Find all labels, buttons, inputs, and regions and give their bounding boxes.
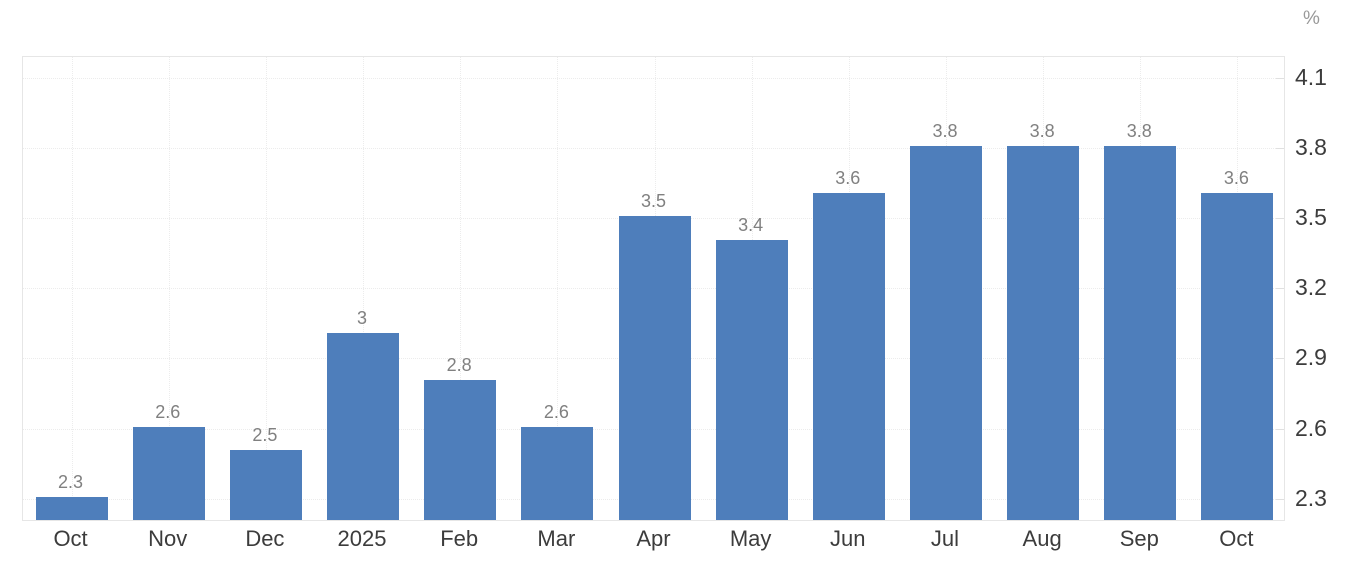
y-axis-tick-label: 2.3	[1295, 484, 1327, 511]
bar[interactable]	[35, 496, 108, 520]
x-axis-tick-label: Oct	[53, 526, 88, 551]
x-axis-tick-label: Oct	[1219, 526, 1254, 551]
x-axis-tick-label: Feb	[440, 526, 479, 551]
bar[interactable]	[1104, 146, 1177, 520]
x-axis-tick-label: Jul	[930, 526, 960, 551]
y-axis-tick-mark	[1276, 498, 1284, 500]
x-axis-tick-label: Aug	[1022, 526, 1062, 551]
bar[interactable]	[132, 426, 205, 520]
x-axis-tick-label: May	[729, 526, 772, 551]
bar-value-label: 3.8	[932, 121, 958, 142]
bar-value-label: 3.6	[1223, 167, 1249, 188]
bar[interactable]	[1007, 146, 1080, 520]
y-axis-tick-label: 3.5	[1295, 204, 1327, 231]
y-axis-tick-label: 2.6	[1295, 414, 1327, 441]
y-axis-tick-mark	[1276, 428, 1284, 430]
y-axis-tick-mark	[1276, 78, 1284, 80]
bar-value-label: 3.5	[640, 191, 667, 212]
bar[interactable]	[327, 333, 400, 520]
bar-value-label: 3.4	[738, 214, 764, 235]
y-axis-tick-mark	[1276, 218, 1284, 220]
y-axis-tick-label: 2.9	[1295, 344, 1327, 371]
bar[interactable]	[521, 426, 594, 520]
bar[interactable]	[909, 146, 982, 520]
bar-value-label: 3.8	[1126, 121, 1152, 142]
bar[interactable]	[812, 192, 885, 520]
gridline-vertical	[363, 57, 365, 520]
gridline-vertical	[460, 57, 462, 520]
y-axis-tick-mark	[1276, 148, 1284, 150]
bar-value-label: 2.8	[446, 354, 472, 375]
gridline-vertical	[71, 57, 73, 520]
y-axis-tick-mark	[1276, 358, 1284, 360]
gridline-horizontal	[23, 78, 1284, 80]
x-axis-tick-label: Nov	[148, 526, 188, 551]
bar-value-label: 3	[357, 308, 368, 329]
bar-value-label: 2.6	[155, 401, 181, 422]
x-axis-tick-label: Mar	[537, 526, 576, 551]
bar[interactable]	[424, 379, 497, 520]
y-axis-tick-mark	[1276, 288, 1284, 290]
bar-value-label: 2.5	[252, 424, 278, 445]
y-axis-tick-label: 4.1	[1295, 64, 1327, 91]
bar-value-label: 2.6	[543, 401, 569, 422]
gridline-horizontal	[23, 148, 1284, 150]
bar-value-label: 3.6	[835, 167, 861, 188]
bar-value-label: 2.3	[58, 471, 84, 492]
x-axis-tick-label: Sep	[1119, 526, 1159, 551]
bar[interactable]	[715, 239, 788, 520]
gridline-vertical	[265, 57, 267, 520]
y-axis-tick-label: 3.8	[1295, 134, 1327, 161]
plot-area	[22, 56, 1285, 521]
x-axis-tick-label: Jun	[830, 526, 866, 551]
bar[interactable]	[618, 216, 691, 520]
y-axis-tick-label: 3.2	[1295, 274, 1327, 301]
y-axis-unit-label: %	[1303, 8, 1320, 29]
x-axis-tick-label: Apr	[636, 526, 671, 551]
x-axis-tick-label: Dec	[245, 526, 285, 551]
gridline-vertical	[557, 57, 559, 520]
bar[interactable]	[229, 449, 302, 520]
bar[interactable]	[1201, 192, 1274, 520]
bar-value-label: 3.8	[1029, 121, 1055, 142]
gridline-vertical	[168, 57, 170, 520]
x-axis-tick-label: 2025	[337, 526, 387, 551]
